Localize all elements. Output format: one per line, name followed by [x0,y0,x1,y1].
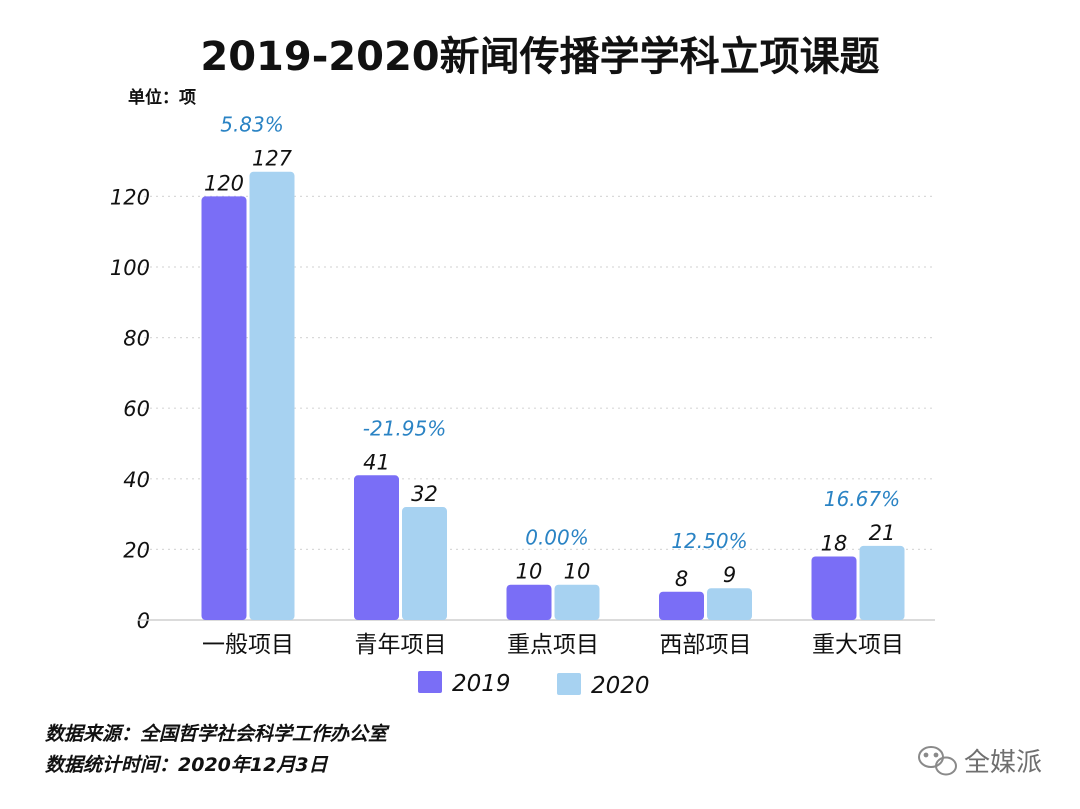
category-label-5: 重大项目 [812,632,904,658]
category-label-2: 青年项目 [355,632,447,658]
bar-2020-2 [402,507,447,620]
y-tick-label: 40 [123,468,150,492]
value-label-2020-1: 127 [252,147,293,171]
bar-2019-2 [354,475,399,620]
change-label-1: 5.83% [220,113,284,137]
bar-2020-3 [554,584,600,620]
date-note: 数据统计时间：2020年12月3日 [45,754,329,776]
y-tick-label: 20 [123,538,150,562]
y-axis-ticks: 0 20 40 60 80 100 120 [110,185,150,633]
legend-label-2019: 2019 [452,671,511,697]
value-label-2019-4: 8 [675,567,688,591]
y-tick-label: 80 [123,327,150,351]
source-note: 数据来源：全国哲学社会科学工作办公室 [45,723,390,745]
legend: 2019 2020 [418,671,650,699]
legend-swatch-2020 [557,673,581,695]
bar-2019-4 [659,591,704,620]
value-label-2019-5: 18 [821,531,848,555]
legend-label-2020: 2020 [591,673,650,699]
category-label-4: 西部项目 [660,632,752,658]
change-label-2: -21.95% [363,416,446,440]
value-label-2020-2: 32 [411,482,438,506]
wechat-icon [918,746,957,776]
y-tick-label: 60 [123,397,150,421]
chart-title: 2019-2020新闻传播学学科立项课题 [200,34,879,80]
change-label-5: 16.67% [824,487,900,511]
category-label-3: 重点项目 [507,632,599,658]
bar-2019-5 [811,556,857,620]
bar-2020-5 [859,545,905,620]
category-label-1: 一般项目 [202,632,294,658]
bar-2020-1 [249,171,295,620]
watermark-text: 全媒派 [964,748,1042,778]
value-label-2019-2: 41 [363,450,390,474]
value-label-2020-4: 9 [723,563,736,587]
value-label-2020-3: 10 [564,560,591,584]
change-labels: 5.83% -21.95% 0.00% 12.50% 16.67% [220,113,900,554]
y-tick-label: 100 [110,256,150,280]
legend-swatch-2019 [418,671,442,693]
change-label-3: 0.00% [525,526,589,550]
category-labels: 一般项目 青年项目 重点项目 西部项目 重大项目 [202,632,904,658]
change-label-4: 12.50% [671,529,747,553]
watermark: 全媒派 [918,746,1042,778]
value-label-2020-5: 21 [869,521,896,545]
bar-2019-3 [506,584,552,620]
bars [201,171,905,620]
bar-2020-4 [707,588,752,620]
y-tick-label: 0 [137,609,150,633]
value-label-2019-1: 120 [204,171,244,195]
unit-label: 单位：项 [128,87,196,108]
y-tick-label: 120 [110,185,150,209]
bar-2019-1 [201,196,247,620]
value-label-2019-3: 10 [516,560,543,584]
value-labels: 120 127 41 32 10 10 8 9 18 21 [204,147,895,591]
